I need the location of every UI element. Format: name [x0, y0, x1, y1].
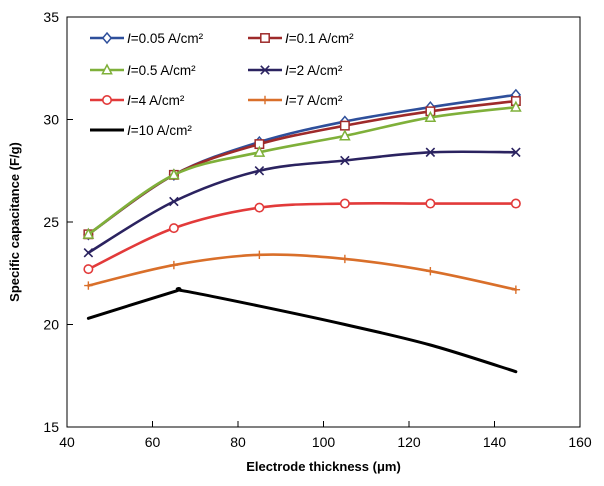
legend-label-text: =0.05 A/cm² — [131, 31, 204, 46]
series-6-point — [340, 254, 350, 264]
series-3-point — [168, 168, 180, 180]
legend-label: I=0.1 A/cm² — [285, 31, 354, 46]
series-3-point — [82, 227, 95, 239]
y-tick-label: 15 — [43, 419, 59, 435]
legend-label: I=2 A/cm² — [285, 63, 343, 78]
series-4-point — [511, 147, 521, 158]
x-tick-label: 140 — [483, 434, 507, 450]
legend-label-var: I — [127, 63, 131, 78]
series-3-point — [510, 100, 522, 112]
legend-label-text: =10 A/cm² — [131, 123, 193, 138]
legend-swatch-marker — [101, 31, 113, 45]
series-5-point — [254, 202, 265, 213]
plot-frame — [66, 16, 581, 428]
x-tick-label: 160 — [568, 434, 592, 450]
legend-item-5: I=4 A/cm² — [90, 93, 185, 108]
legend-swatch-marker — [260, 33, 270, 43]
y-tick-label: 30 — [43, 112, 59, 128]
series-4-line — [87, 150, 518, 255]
legend-item-3: I=0.5 A/cm² — [90, 63, 196, 78]
legend-label-var: I — [285, 93, 289, 108]
series-6-point — [511, 285, 521, 294]
legend-label: I=0.5 A/cm² — [127, 63, 196, 78]
y-tick-label: 20 — [43, 317, 59, 333]
series-6-point — [169, 260, 179, 270]
x-tick-label: 100 — [312, 434, 336, 450]
x-tick-label: 60 — [145, 434, 161, 450]
series-5-point — [339, 198, 350, 209]
legend-label-var: I — [127, 123, 131, 138]
series-4-point — [169, 196, 179, 207]
series-layer — [82, 88, 522, 374]
legend-label-text: =4 A/cm² — [131, 93, 185, 108]
series-3-point — [424, 110, 437, 122]
legend-swatch-marker — [260, 65, 270, 75]
series-7 — [86, 287, 518, 374]
legend-label-var: I — [285, 63, 289, 78]
series-5-point — [510, 198, 521, 209]
legend-label-text: =7 A/cm² — [289, 93, 343, 108]
legend-swatch-marker — [260, 95, 270, 105]
legend-label-var: I — [127, 93, 131, 108]
y-tick-label: 35 — [43, 9, 59, 25]
series-3 — [82, 100, 522, 239]
series-4-point — [425, 147, 436, 158]
series-2-point — [339, 120, 350, 131]
legend-swatch-marker — [101, 63, 113, 75]
axes: 40 60 80 100 120 140 160 15 20 25 30 35 — [43, 9, 591, 450]
legend-label: I=7 A/cm² — [285, 93, 343, 108]
series-6-point — [255, 250, 264, 259]
series-6-point — [84, 281, 93, 290]
x-tick-label: 40 — [59, 434, 75, 450]
series-4-point — [83, 247, 94, 258]
legend-item-1: I=0.05 A/cm² — [90, 31, 204, 46]
series-4 — [83, 147, 521, 258]
y-tick-label: 25 — [43, 214, 59, 230]
y-axis-title: Specific capacitance (F/g) — [7, 142, 22, 302]
legend-label-var: I — [127, 31, 131, 46]
legend-label-text: =0.5 A/cm² — [131, 63, 196, 78]
series-4-point — [340, 155, 350, 166]
legend-item-7: I=10 A/cm² — [90, 123, 192, 138]
legend-label-text: =0.1 A/cm² — [289, 31, 354, 46]
legend-label: I=10 A/cm² — [127, 123, 192, 138]
series-5 — [83, 198, 521, 275]
series-4-point — [254, 165, 265, 176]
series-6-point — [426, 267, 435, 276]
legend-item-4: I=2 A/cm² — [248, 63, 343, 78]
legend-swatch-marker — [102, 95, 113, 106]
series-3-line — [87, 105, 518, 236]
series-6-line — [87, 253, 518, 291]
series-3-point — [339, 129, 351, 141]
series-5-line — [87, 201, 518, 271]
legend-item-6: I=7 A/cm² — [248, 93, 343, 108]
legend-label: I=4 A/cm² — [127, 93, 185, 108]
legend-label-text: =2 A/cm² — [289, 63, 343, 78]
x-axis-title: Electrode thickness (μm) — [246, 459, 401, 474]
series-7-line — [86, 287, 518, 374]
series-5-point — [425, 198, 436, 209]
series-6 — [84, 250, 521, 294]
legend-label-var: I — [285, 31, 289, 46]
series-2 — [83, 96, 521, 240]
series-3-point — [253, 145, 266, 157]
x-tick-label: 120 — [397, 434, 421, 450]
legend-label: I=0.05 A/cm² — [127, 31, 204, 46]
series-5-point — [168, 223, 179, 234]
x-tick-label: 80 — [230, 434, 246, 450]
series-5-point — [83, 264, 94, 275]
legend-item-2: I=0.1 A/cm² — [248, 31, 354, 46]
